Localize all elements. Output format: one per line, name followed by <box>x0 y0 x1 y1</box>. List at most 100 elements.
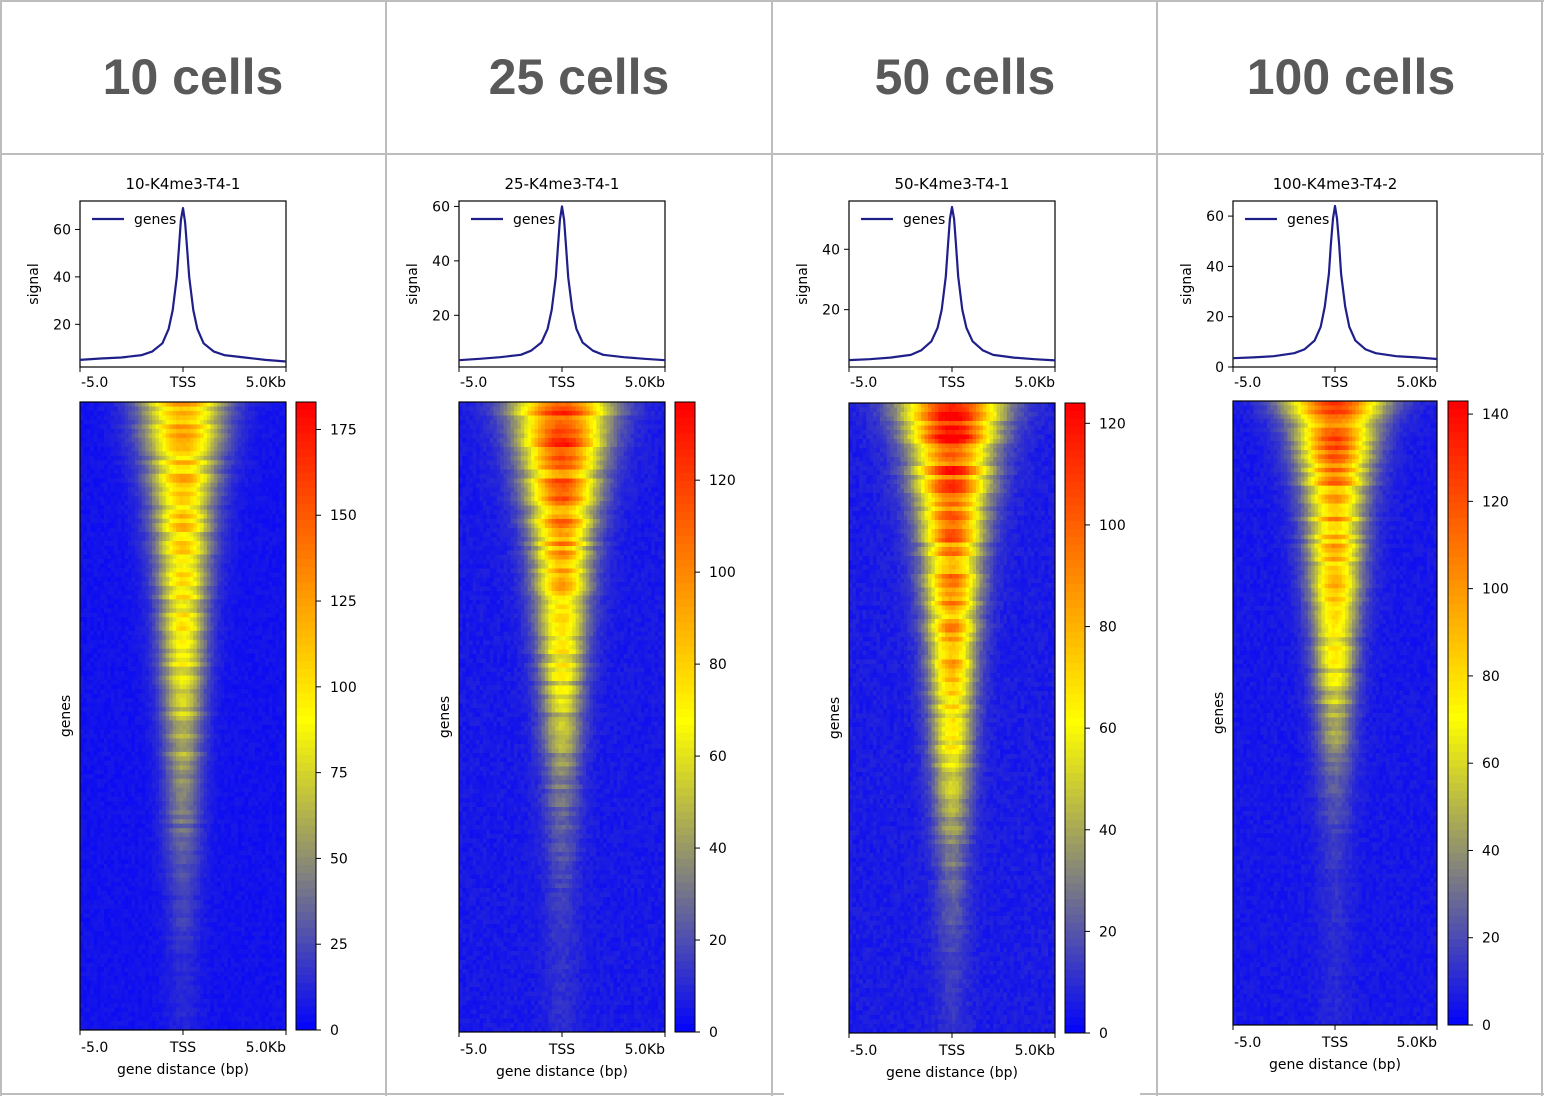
heatmap-cell <box>169 747 174 753</box>
heatmap-cell <box>275 644 280 650</box>
heatmap-cell <box>224 473 229 479</box>
heatmap-cell <box>176 747 180 753</box>
heatmap-cell <box>179 567 184 573</box>
heatmap-cell <box>97 559 101 564</box>
heatmap-cell <box>128 608 132 614</box>
heatmap-cell <box>220 518 225 524</box>
heatmap-cell <box>207 716 211 721</box>
heatmap-cell <box>155 514 160 520</box>
heatmap-cell <box>169 702 174 708</box>
heatmap-cell <box>114 603 119 609</box>
heatmap-cell <box>162 594 167 600</box>
heatmap-cell <box>104 428 108 434</box>
heatmap-cell <box>268 707 273 712</box>
heatmap-cell <box>107 635 112 641</box>
heatmap-cell <box>183 581 187 587</box>
heatmap-cell <box>231 675 235 681</box>
heatmap-cell <box>169 478 174 484</box>
heatmap-cell <box>134 626 139 632</box>
heatmap-cell <box>258 541 263 546</box>
heatmap-cell <box>158 428 163 434</box>
heatmap-cell <box>179 415 184 421</box>
heatmap-cell <box>114 742 119 748</box>
heatmap-cell <box>93 689 98 694</box>
heatmap-cell <box>196 514 201 520</box>
heatmap-cell <box>268 563 273 569</box>
heatmap-cell <box>165 424 170 430</box>
heatmap-cell <box>272 639 277 645</box>
heatmap-cell <box>90 612 95 618</box>
heatmap-cell <box>251 626 256 632</box>
heatmap-cell <box>148 464 153 470</box>
heatmap-cell <box>134 527 139 533</box>
heatmap-cell <box>158 711 163 717</box>
heatmap-cell <box>134 446 139 452</box>
heatmap-cell <box>97 720 101 726</box>
heatmap-cell <box>134 751 139 757</box>
heatmap-cell <box>128 424 132 430</box>
heatmap-cell <box>107 550 112 555</box>
heatmap-cell <box>110 523 115 528</box>
heatmap-cell <box>114 496 119 502</box>
heatmap-cell <box>279 424 283 430</box>
heatmap-cell <box>172 563 177 569</box>
heatmap-cell <box>275 478 280 484</box>
heatmap-cell <box>189 644 194 650</box>
heatmap-cell <box>83 733 88 739</box>
heatmap-cell <box>128 590 132 596</box>
heatmap-cell <box>90 603 95 609</box>
heatmap-cell <box>131 464 136 470</box>
heatmap-cell <box>158 747 163 753</box>
heatmap-cell <box>203 523 208 528</box>
heatmap-cell <box>258 594 263 600</box>
heatmap-cell <box>220 478 225 484</box>
heatmap-cell <box>86 612 91 618</box>
heatmap-cell <box>231 433 235 439</box>
heatmap-cell <box>275 567 280 573</box>
heatmap-cell <box>241 402 246 407</box>
heatmap-cell <box>141 702 146 708</box>
heatmap-cell <box>169 612 174 618</box>
heatmap-cell <box>241 545 246 551</box>
heatmap-cell <box>179 760 184 766</box>
heatmap-cell <box>268 724 273 730</box>
heatmap-cell <box>203 428 208 434</box>
heatmap-cell <box>86 666 91 672</box>
heatmap-cell <box>141 576 146 582</box>
heatmap-cell <box>145 747 150 753</box>
heatmap-cell <box>80 455 84 461</box>
heatmap-cell <box>134 532 139 537</box>
heatmap-cell <box>110 608 115 614</box>
heatmap-cell <box>107 689 112 694</box>
heatmap-cell <box>251 760 256 766</box>
heatmap-cell <box>251 455 256 461</box>
heatmap-cell <box>213 635 218 641</box>
heatmap-cell <box>169 689 174 694</box>
heatmap-cell <box>224 567 229 573</box>
heatmap-cell <box>107 626 112 632</box>
heatmap-cell <box>124 415 129 421</box>
heatmap-cell <box>231 612 235 618</box>
heatmap-cell <box>241 437 246 443</box>
heatmap-cell <box>93 693 98 699</box>
heatmap-cell <box>272 716 277 721</box>
heatmap-cell <box>138 738 143 744</box>
heatmap-cell <box>265 433 270 439</box>
heatmap-cell <box>104 541 108 546</box>
heatmap-cell <box>90 756 95 762</box>
heatmap-cell <box>275 742 280 748</box>
heatmap-cell <box>169 581 174 587</box>
heatmap-cell <box>172 769 177 775</box>
heatmap-cell <box>200 437 204 443</box>
heatmap-cell <box>148 657 153 663</box>
heatmap-cell <box>186 711 191 717</box>
heatmap-cell <box>244 482 249 488</box>
heatmap-cell <box>186 567 191 573</box>
heatmap-cell <box>248 644 253 650</box>
heatmap-cell <box>272 612 277 618</box>
heatmap-cell <box>90 644 95 650</box>
heatmap-cell <box>86 680 91 685</box>
heatmap-cell <box>83 662 88 668</box>
heatmap-cell <box>207 603 211 609</box>
heatmap-cell <box>141 514 146 520</box>
